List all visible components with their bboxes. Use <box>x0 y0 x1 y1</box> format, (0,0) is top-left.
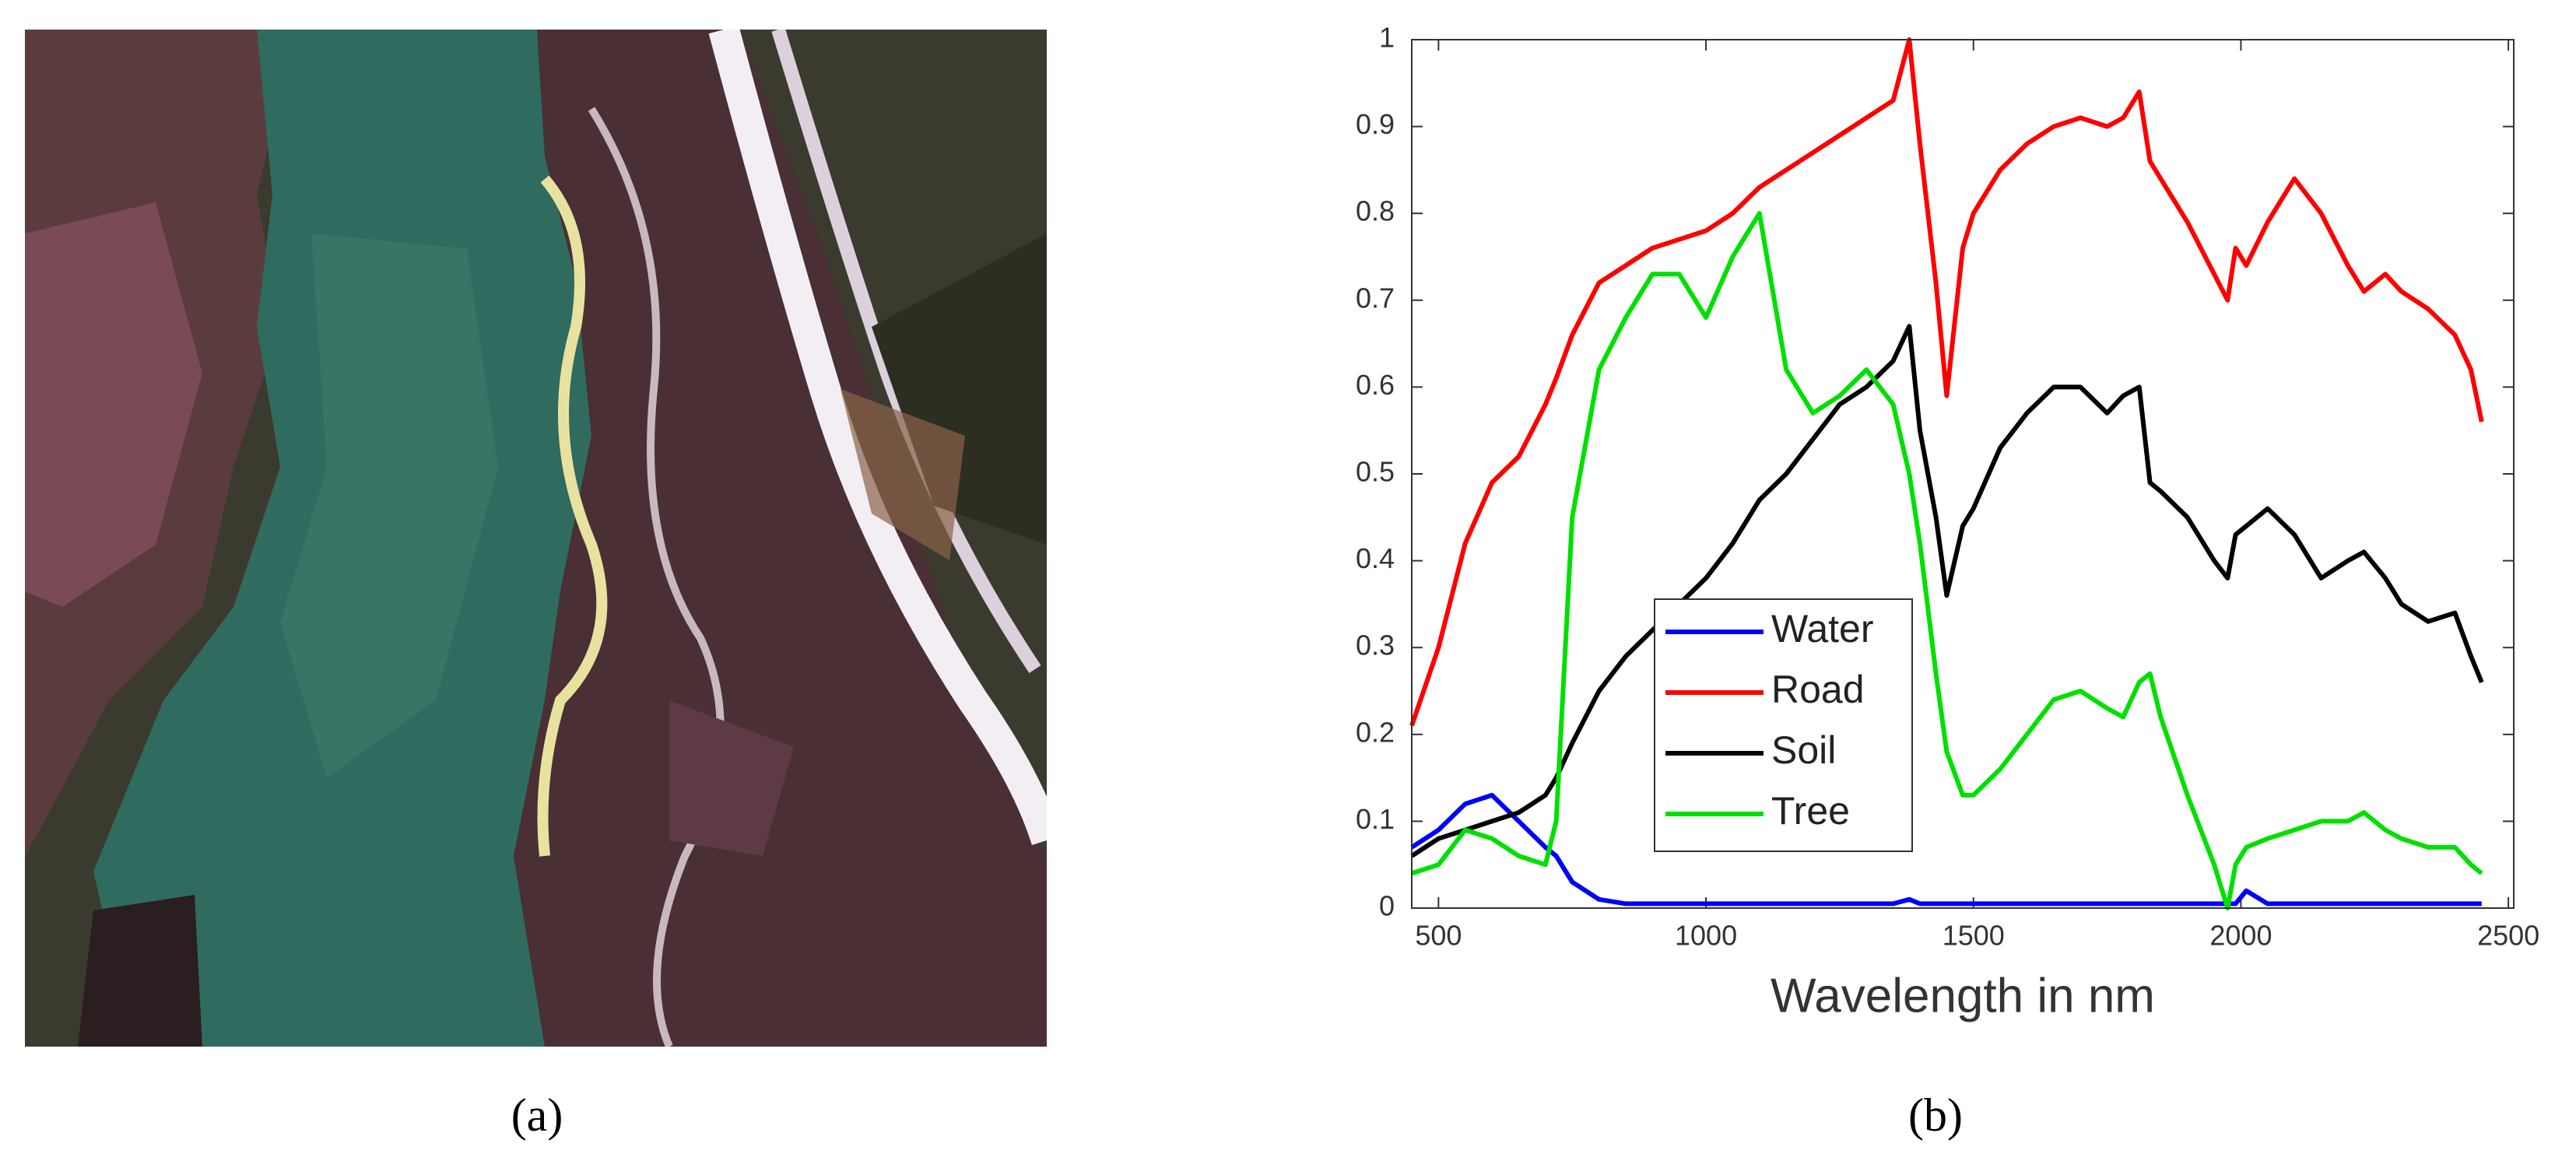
y-tick-label: 0.9 <box>1356 108 1395 140</box>
y-tick-label: 0.5 <box>1356 456 1395 488</box>
y-tick-label: 0.6 <box>1356 369 1395 401</box>
y-tick-label: 0.3 <box>1356 630 1395 661</box>
x-tick-label: 2000 <box>2209 920 2272 952</box>
series-line <box>1409 37 2484 727</box>
y-tick-label: 0.7 <box>1356 282 1395 314</box>
legend-label: Road <box>1771 668 1865 711</box>
x-tick-label: 2500 <box>2477 920 2539 952</box>
panel-caption: (a) <box>511 1089 563 1141</box>
legend-label: Soil <box>1771 728 1836 772</box>
aerial-image <box>25 30 1047 1047</box>
y-tick-label: 0.8 <box>1356 195 1395 227</box>
x-tick-label: 500 <box>1415 920 1462 952</box>
y-tick-label: 0.1 <box>1356 803 1395 835</box>
axes-box <box>1411 39 2515 909</box>
series-line <box>1411 211 2483 910</box>
legend-box <box>1654 598 1913 852</box>
y-tick-label: 0.2 <box>1356 716 1395 748</box>
series-line <box>1410 792 2482 907</box>
y-tick-label: 0 <box>1379 890 1395 922</box>
panel-caption: (b) <box>1908 1089 1963 1141</box>
x-axis-label: Wavelength in nm <box>1771 969 2155 1022</box>
y-tick-label: 0.4 <box>1356 542 1395 574</box>
legend-label: Tree <box>1771 789 1850 833</box>
x-tick-label: 1500 <box>1943 920 2005 952</box>
y-tick-label: 1 <box>1379 22 1395 54</box>
series-line <box>1410 324 2484 858</box>
x-tick-label: 1000 <box>1675 920 1737 952</box>
legend-label: Water <box>1771 607 1874 651</box>
plot-area <box>1412 40 2514 908</box>
